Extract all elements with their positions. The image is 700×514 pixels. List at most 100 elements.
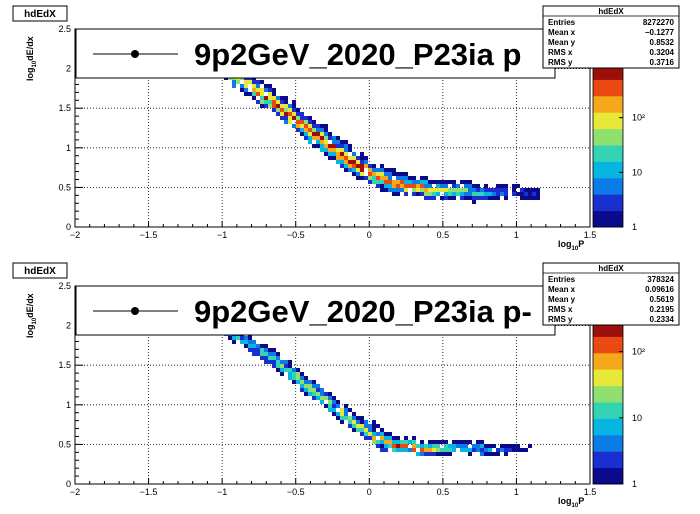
heatmap-cell xyxy=(420,452,424,456)
heatmap-cell xyxy=(320,392,324,396)
colorbar-segment xyxy=(593,136,623,141)
heatmap-cell xyxy=(344,404,348,408)
heatmap-cell xyxy=(280,100,284,104)
heatmap-cell xyxy=(256,344,260,348)
heatmap-cell xyxy=(268,92,272,96)
heatmap-cell xyxy=(360,172,364,176)
heatmap-cell xyxy=(368,436,372,440)
x-tick-label: −0.5 xyxy=(287,487,305,497)
heatmap-cell xyxy=(256,348,260,352)
heatmap-cell xyxy=(396,444,400,448)
heatmap-cell xyxy=(256,100,260,104)
heatmap-cell xyxy=(348,156,352,160)
heatmap-cell xyxy=(304,128,308,132)
heatmap-cell xyxy=(472,196,476,200)
heatmap-cell xyxy=(340,148,344,152)
heatmap-cell xyxy=(348,420,352,424)
heatmap-cell xyxy=(424,444,428,448)
heatmap-cell xyxy=(316,140,320,144)
heatmap-cell xyxy=(316,392,320,396)
heatmap-cell xyxy=(392,172,396,176)
heatmap-cell xyxy=(428,196,432,200)
heatmap-cell xyxy=(428,192,432,196)
colorbar-segment xyxy=(593,339,623,343)
heatmap-cell xyxy=(444,180,448,184)
heatmap-cell xyxy=(360,152,364,156)
heatmap-cell xyxy=(228,336,232,340)
heatmap-cell xyxy=(420,440,424,444)
title-box xyxy=(12,5,68,22)
heatmap-cell xyxy=(424,448,428,452)
colorbar-segment xyxy=(593,391,623,395)
heatmap-cell xyxy=(292,116,296,120)
heatmap-cell xyxy=(368,428,372,432)
heatmap-cell xyxy=(436,444,440,448)
colorbar-segment xyxy=(593,139,623,143)
heatmap-cell xyxy=(316,132,320,136)
heatmap-cell xyxy=(296,112,300,116)
colorbar-segment xyxy=(593,93,623,97)
colorbar-segment xyxy=(593,470,623,474)
heatmap-cell xyxy=(360,420,364,424)
heatmap-cell xyxy=(408,180,412,184)
heatmap-cell xyxy=(352,428,356,432)
heatmap-cell xyxy=(432,444,436,448)
y-axis-title: log10dE/dx xyxy=(25,293,38,338)
heatmap-cell xyxy=(392,188,396,192)
y-tick-label: 1.5 xyxy=(58,360,71,370)
heatmap-cell xyxy=(440,448,444,452)
heatmap-cell xyxy=(428,448,432,452)
heatmap-cell xyxy=(344,152,348,156)
heatmap-cell xyxy=(360,424,364,428)
heatmap-cell xyxy=(480,440,484,444)
stats-label: RMS y xyxy=(548,315,573,324)
heatmap-cell xyxy=(476,444,480,448)
heatmap-cell xyxy=(320,136,324,140)
colorbar-segment xyxy=(593,404,623,408)
heatmap-cell xyxy=(364,164,368,168)
heatmap-cell xyxy=(232,84,236,88)
heatmap-cell xyxy=(388,188,392,192)
heatmap-cell xyxy=(276,112,280,116)
stats-label: RMS y xyxy=(548,58,573,67)
colorbar-segment xyxy=(593,150,623,154)
heatmap-cell xyxy=(328,408,332,412)
heatmap-cell xyxy=(272,96,276,100)
colorbar-segment xyxy=(593,467,623,471)
colorbar-segment xyxy=(593,202,623,206)
heatmap-cell xyxy=(472,200,476,204)
x-tick-label: −0.5 xyxy=(287,230,305,240)
colorbar-segment xyxy=(593,120,623,124)
heatmap-cell xyxy=(320,400,324,404)
heatmap-cell xyxy=(392,168,396,172)
heatmap-cell xyxy=(308,384,312,388)
colorbar-segment xyxy=(593,153,623,157)
heatmap-cell xyxy=(408,440,412,444)
heatmap-cell xyxy=(316,144,320,148)
heatmap-cell xyxy=(272,360,276,364)
colorbar-segment xyxy=(593,459,623,463)
colorbar-segment xyxy=(593,180,623,184)
colorbar-segment xyxy=(593,147,623,151)
heatmap-cell xyxy=(364,156,368,160)
colorbar-segment xyxy=(593,399,623,403)
heatmap-cell xyxy=(264,100,268,104)
heatmap-cell xyxy=(260,96,264,100)
heatmap-cell xyxy=(272,100,276,104)
heatmap-cell xyxy=(320,124,324,128)
heatmap-cell xyxy=(476,188,480,192)
colorbar-segment xyxy=(593,355,623,359)
heatmap-cell xyxy=(356,156,360,160)
heatmap-cell xyxy=(496,188,500,192)
heatmap-cell xyxy=(496,196,500,200)
heatmap-cell xyxy=(312,124,316,128)
heatmap-cell xyxy=(304,132,308,136)
heatmap-cell xyxy=(412,444,416,448)
heatmap-cell xyxy=(320,388,324,392)
heatmap-cell xyxy=(356,428,360,432)
heatmap-cell xyxy=(308,128,312,132)
heatmap-cell xyxy=(284,104,288,108)
heatmap-cell xyxy=(428,180,432,184)
heatmap-cell xyxy=(344,140,348,144)
heatmap-cell xyxy=(300,380,304,384)
